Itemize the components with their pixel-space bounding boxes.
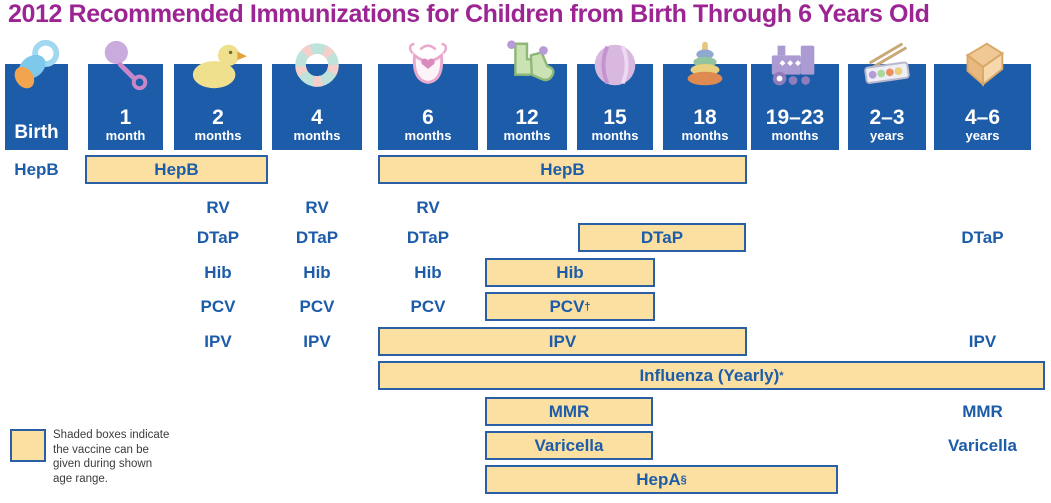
age-column-number: 4–6: [964, 106, 1001, 129]
vaccine-range-box-HepA: HepA §: [485, 465, 838, 494]
vaccine-label-PCV-m2: PCV: [200, 297, 236, 316]
vaccine-label-IPV-m2: IPV: [204, 332, 232, 351]
age-column-unit: months: [771, 128, 819, 143]
vaccine-label-Varicella-y4_6: Varicella: [947, 436, 1017, 455]
age-column-m12: 12 months: [487, 40, 567, 150]
bib-icon: [399, 37, 457, 93]
age-column-unit: months: [681, 128, 729, 143]
vaccine-label-RV-m6: RV: [416, 198, 440, 217]
legend-swatch: [10, 429, 46, 462]
vaccine-label-IPV-m4: IPV: [303, 332, 331, 351]
vaccine-label-Hib-m4: Hib: [303, 263, 331, 282]
vaccine-range-box-PCV: PCV †: [485, 292, 655, 321]
age-column-unit: month: [105, 128, 146, 143]
legend-line: given during shown: [53, 458, 153, 470]
vaccine-range-box-Hib: Hib: [485, 258, 655, 287]
vaccine-label-DTaP-m6: DTaP: [406, 228, 450, 247]
vaccine-label-Hib-m6: Hib: [414, 263, 442, 282]
age-column-unit: months: [591, 128, 639, 143]
booties-icon: [498, 37, 556, 93]
age-column-number: 4: [311, 106, 323, 129]
rattle-icon: [97, 37, 155, 93]
vaccine-range-box-HepB: HepB: [378, 155, 747, 184]
age-column-m4: 4 months: [272, 43, 362, 150]
vaccine-label-DTaP-m2: DTaP: [196, 228, 240, 247]
age-column-unit: months: [503, 128, 551, 143]
age-column-number: 1: [119, 106, 132, 129]
age-column-number: 18: [693, 106, 717, 129]
age-column-m19_23: 19–23 months: [751, 45, 839, 150]
age-column-unit: months: [194, 128, 242, 143]
age-column-number: 2–3: [869, 106, 905, 129]
duck-icon: [189, 37, 247, 93]
age-column-y4_6: 4–6 years: [934, 42, 1031, 150]
vaccine-label-IPV-y4_6: IPV: [968, 332, 997, 351]
teething-ring-icon: [288, 37, 346, 93]
age-column-label: Birth: [14, 122, 59, 143]
stacking-rings-icon: [676, 37, 734, 93]
vaccine-label-PCV-m6: PCV: [410, 297, 446, 316]
train-icon: [766, 37, 824, 93]
page-title: 2012 Recommended Immunizations for Child…: [8, 0, 930, 28]
vaccine-range-box-Influenza: Influenza (Yearly) *: [378, 361, 1045, 390]
vaccine-range-box-Varicella: Varicella: [485, 431, 653, 460]
vaccine-label-RV-m2: RV: [206, 198, 230, 217]
age-column-number: 12: [515, 106, 539, 129]
legend-line: the vaccine can be: [53, 443, 149, 456]
age-column-unit: months: [404, 128, 452, 143]
age-column-m15: 15 months: [577, 44, 653, 150]
age-column-unit: months: [293, 128, 341, 143]
age-column-birth: Birth: [5, 39, 68, 150]
vaccine-range-box-IPV: IPV: [378, 327, 747, 356]
vaccine-label-Hib-m2: Hib: [204, 263, 232, 282]
age-column-m6: 6 months: [378, 42, 478, 150]
vaccine-label-DTaP-y4_6: DTaP: [961, 228, 1004, 247]
vaccine-label-RV-m4: RV: [305, 198, 329, 217]
vaccine-label-MMR-y4_6: MMR: [962, 402, 1003, 421]
legend-line: age range.: [53, 472, 108, 485]
age-column-number: 15: [603, 106, 627, 129]
age-column-m18: 18 months: [663, 41, 747, 150]
paints-icon: [858, 37, 916, 93]
pacifier-icon: [8, 37, 66, 93]
age-column-number: 6: [422, 106, 434, 129]
ball-icon: [586, 37, 644, 93]
age-column-unit: years: [870, 128, 904, 143]
vaccine-label-DTaP-m4: DTaP: [295, 228, 339, 247]
age-column-y2_3: 2–3 years: [848, 42, 926, 150]
age-column-unit: years: [965, 128, 1000, 143]
vaccine-range-box-HepB: HepB: [85, 155, 268, 184]
legend-line: Shaded boxes indicate: [53, 429, 170, 441]
book-icon: [954, 37, 1012, 93]
vaccine-label-PCV-m4: PCV: [299, 297, 335, 316]
age-column-m1: 1 month: [88, 40, 163, 150]
age-column-m2: 2 months: [174, 44, 262, 150]
age-column-number: 19–23: [765, 106, 825, 129]
vaccine-label-HepB-birth: HepB: [14, 160, 59, 179]
vaccine-range-box-DTaP: DTaP: [578, 223, 746, 252]
age-column-number: 2: [212, 106, 224, 129]
vaccine-range-box-MMR: MMR: [485, 397, 653, 426]
legend-text: Shaded boxes indicate the vaccine can be g…: [53, 428, 169, 486]
